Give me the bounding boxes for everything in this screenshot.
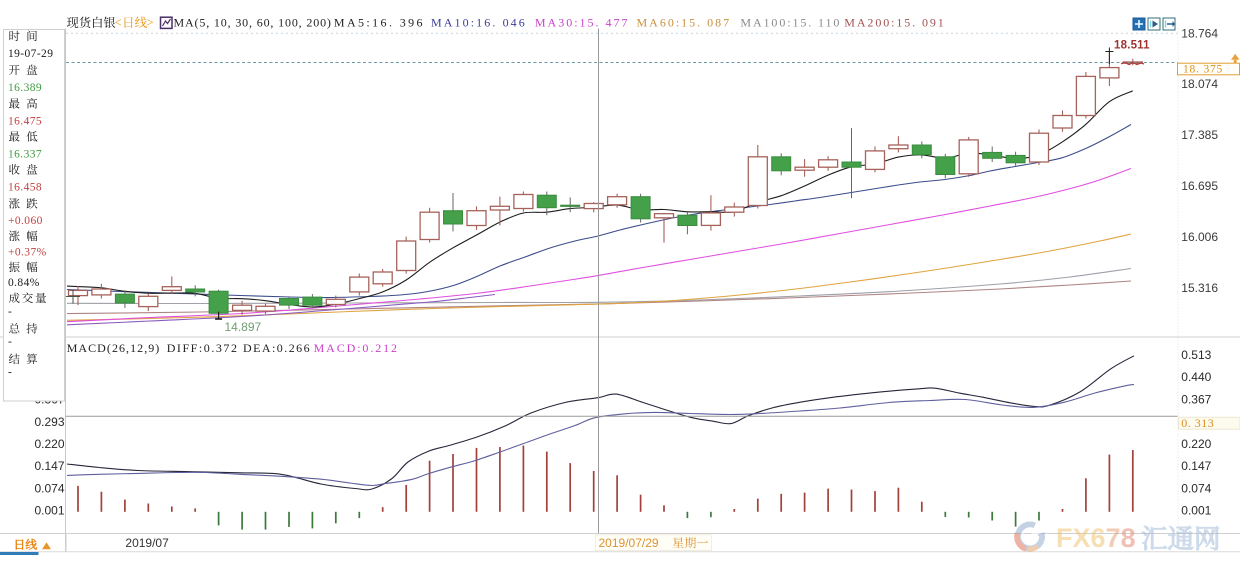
svg-text:0.440: 0.440 <box>1181 370 1211 384</box>
svg-text:18.074: 18.074 <box>1181 77 1218 91</box>
svg-text:0.220: 0.220 <box>34 437 64 451</box>
svg-text:+0.37%: +0.37% <box>8 247 47 259</box>
svg-text:18.511: 18.511 <box>1114 40 1150 52</box>
svg-text:16.475: 16.475 <box>8 116 42 128</box>
svg-text:2019/07: 2019/07 <box>125 536 169 550</box>
svg-text:MA5:16. 396: MA5:16. 396 <box>334 16 425 30</box>
svg-text:+0.060: +0.060 <box>8 215 43 227</box>
svg-text:-: - <box>8 336 12 348</box>
svg-text:MA30:15. 477: MA30:15. 477 <box>535 16 630 30</box>
svg-text:MACD:0.212: MACD:0.212 <box>314 341 399 355</box>
svg-text:DIFF:0.372: DIFF:0.372 <box>167 341 239 355</box>
svg-text:16.337: 16.337 <box>8 149 42 161</box>
svg-text:17.385: 17.385 <box>1181 128 1218 142</box>
svg-text:0.220: 0.220 <box>1181 437 1211 451</box>
svg-text:-: - <box>8 367 12 379</box>
svg-text:18. 375: 18. 375 <box>1183 63 1223 75</box>
svg-text:16.006: 16.006 <box>1181 230 1218 244</box>
svg-text:16.458: 16.458 <box>8 182 42 194</box>
svg-text:0.84%: 0.84% <box>8 277 40 289</box>
svg-text:-: - <box>8 306 12 318</box>
svg-text:0.293: 0.293 <box>34 415 64 429</box>
svg-text:0.513: 0.513 <box>1181 348 1211 362</box>
svg-text:0.147: 0.147 <box>34 459 64 473</box>
svg-text:16.695: 16.695 <box>1181 179 1218 193</box>
svg-text:MA200:15. 091: MA200:15. 091 <box>844 16 945 30</box>
svg-text:0.074: 0.074 <box>1181 481 1211 495</box>
svg-text:0.074: 0.074 <box>34 481 64 495</box>
svg-text:>: > <box>147 16 154 30</box>
svg-text:0.001: 0.001 <box>1181 504 1211 518</box>
svg-text:0.001: 0.001 <box>34 504 64 518</box>
svg-text:MACD(26,12,9): MACD(26,12,9) <box>67 341 161 355</box>
svg-text:DEA:0.266: DEA:0.266 <box>243 341 311 355</box>
svg-text:18.764: 18.764 <box>1181 26 1218 40</box>
svg-text:0. 313: 0. 313 <box>1181 416 1214 430</box>
svg-text:14.897: 14.897 <box>225 320 262 334</box>
svg-text:0.147: 0.147 <box>1181 459 1211 473</box>
svg-text:MA(5, 10, 30, 60, 100, 200): MA(5, 10, 30, 60, 100, 200) <box>174 16 332 30</box>
svg-text:FX678: FX678 <box>1056 523 1136 553</box>
svg-text:<: < <box>115 16 122 30</box>
svg-text:MA100:15. 110: MA100:15. 110 <box>740 16 841 30</box>
svg-text:16.389: 16.389 <box>8 82 42 94</box>
svg-text:2019/07/29: 2019/07/29 <box>599 536 659 550</box>
svg-text:0.367: 0.367 <box>1181 392 1211 406</box>
svg-text:MA60:15. 087: MA60:15. 087 <box>637 16 732 30</box>
svg-text:15.316: 15.316 <box>1181 281 1218 295</box>
svg-text:19-07-29: 19-07-29 <box>8 48 53 60</box>
svg-text:MA10:16. 046: MA10:16. 046 <box>431 16 527 30</box>
